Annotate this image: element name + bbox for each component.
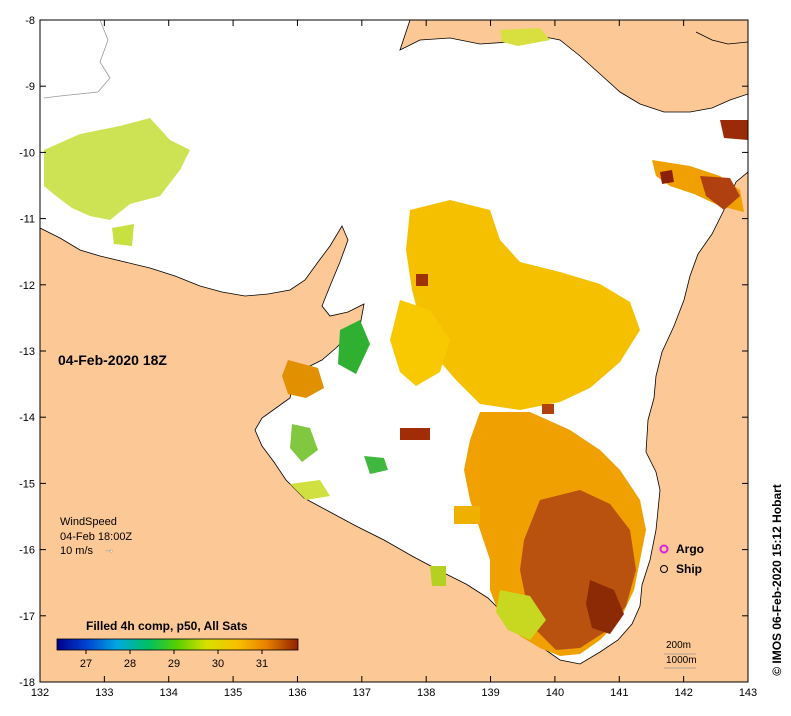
x-tick-label: 132 xyxy=(31,687,49,699)
wind-scale: 10 m/s xyxy=(60,545,94,557)
colorbar-tick-label: 31 xyxy=(256,658,268,670)
x-tick-label: 133 xyxy=(95,687,113,699)
y-tick-label: -11 xyxy=(20,214,35,226)
y-tick-label: -15 xyxy=(19,478,35,490)
depth-200m-label: 200m xyxy=(666,640,692,651)
colorbar-tick-label: 29 xyxy=(168,658,180,670)
y-tick-label: -14 xyxy=(19,412,35,424)
land-west-australia xyxy=(40,171,748,682)
land-melville-coast xyxy=(43,20,111,99)
colorbar-tick-label: 28 xyxy=(124,658,136,670)
y-tick-label: -16 xyxy=(19,545,35,557)
x-tick-label: 143 xyxy=(739,687,757,699)
x-tick-label: 142 xyxy=(674,687,692,699)
x-tick-label: 139 xyxy=(481,687,499,699)
land-papua-new-guinea xyxy=(399,20,748,113)
y-tick-label: -12 xyxy=(19,280,35,292)
y-tick-label: -9 xyxy=(25,81,35,93)
river-png xyxy=(695,31,748,45)
y-tick-label: -10 xyxy=(19,147,35,159)
x-tick-label: 136 xyxy=(288,687,306,699)
depth-1000m-label: 1000m xyxy=(666,655,697,666)
legend-ship-label: Ship xyxy=(676,562,702,576)
latitude-axis: -8 -9 -10 -11 -12 -13 -14 -15 -16 -17 -18 xyxy=(19,15,748,689)
wind-arrow-icon: → xyxy=(103,542,115,556)
date-label: 04-Feb-2020 18Z xyxy=(58,352,167,368)
argo-marker-icon xyxy=(659,544,669,554)
colorbar-ticks: 27 28 29 30 31 xyxy=(80,650,268,670)
copyright-text: © IMOS 06-Feb-2020 15:12 Hobart xyxy=(770,484,784,676)
colorbar-title: Filled 4h comp, p50, All Sats xyxy=(86,619,248,633)
x-tick-label: 135 xyxy=(224,687,242,699)
x-tick-label: 134 xyxy=(160,687,178,699)
x-tick-label: 137 xyxy=(353,687,371,699)
x-tick-label: 138 xyxy=(417,687,435,699)
y-tick-label: -18 xyxy=(19,677,35,689)
colorbar-tick-label: 30 xyxy=(212,658,224,670)
y-tick-label: -17 xyxy=(19,611,35,623)
y-tick-label: -13 xyxy=(19,346,35,358)
x-tick-label: 141 xyxy=(610,687,628,699)
wind-title: WindSpeed xyxy=(60,516,117,528)
wind-time: 04-Feb 18:00Z xyxy=(60,531,133,543)
sst-data-field xyxy=(44,28,748,656)
ship-marker-icon xyxy=(660,565,668,573)
sst-colorbar xyxy=(56,638,299,651)
longitude-axis: 132 133 134 135 136 137 138 139 140 141 142 143 xyxy=(31,20,757,699)
colorbar-tick-label: 27 xyxy=(80,658,92,670)
x-tick-label: 140 xyxy=(546,687,564,699)
y-tick-label: -8 xyxy=(25,15,35,27)
legend-argo-label: Argo xyxy=(676,542,704,556)
